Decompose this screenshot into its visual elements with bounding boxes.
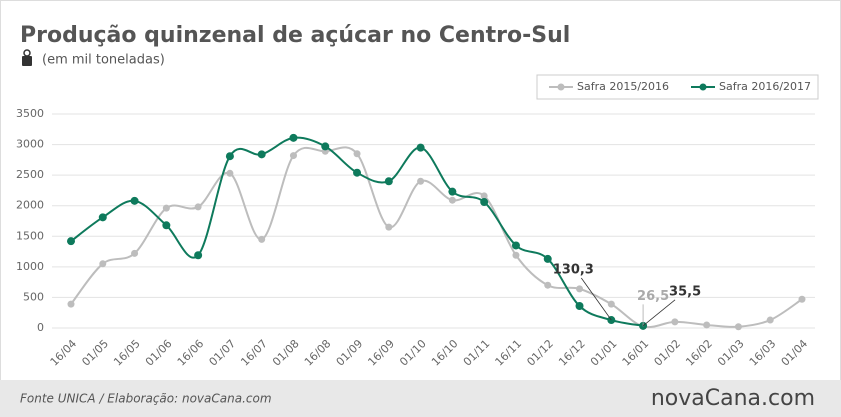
point <box>162 204 170 212</box>
legend-marker <box>699 83 707 91</box>
legend-label: Safra 2016/2017 <box>719 80 811 93</box>
y-tick-label: 3000 <box>16 138 44 151</box>
point <box>67 237 75 246</box>
point <box>544 281 552 289</box>
point <box>384 177 393 186</box>
point <box>194 203 202 211</box>
point <box>225 152 234 161</box>
point <box>766 316 774 324</box>
point <box>289 152 297 160</box>
point <box>67 300 75 308</box>
point <box>576 285 584 293</box>
point <box>448 196 456 204</box>
point <box>671 318 679 326</box>
logo: novaCana.com <box>651 386 815 411</box>
legend-label: Safra 2015/2016 <box>577 80 669 93</box>
leader-line <box>642 299 676 327</box>
point <box>385 223 393 231</box>
y-tick-label: 3500 <box>16 107 44 120</box>
point <box>194 251 203 260</box>
y-tick-label: 1500 <box>16 229 44 242</box>
point <box>416 143 425 152</box>
footer-band <box>0 380 841 417</box>
legend <box>536 74 819 100</box>
point <box>480 198 489 207</box>
point <box>448 187 457 196</box>
point <box>130 196 139 205</box>
point <box>575 301 584 310</box>
point <box>798 295 806 303</box>
point <box>543 254 552 263</box>
point <box>98 213 107 222</box>
point <box>258 235 266 243</box>
y-tick-label: 2500 <box>16 168 44 181</box>
point <box>480 192 488 200</box>
y-tick-label: 500 <box>23 290 44 303</box>
point <box>321 142 330 151</box>
point <box>162 221 171 230</box>
value-label: 130,3 <box>553 263 594 278</box>
point <box>226 169 234 177</box>
point <box>99 260 107 268</box>
point <box>131 249 139 257</box>
y-tick-label: 0 <box>37 321 44 334</box>
point <box>257 150 266 159</box>
point <box>703 321 711 329</box>
point <box>353 150 361 158</box>
value-label: 26,5 <box>637 289 669 304</box>
point <box>512 251 520 259</box>
y-tick-label: 2000 <box>16 199 44 212</box>
chart-subtitle: (em mil toneladas) <box>42 53 165 68</box>
y-tick-label: 1000 <box>16 260 44 273</box>
value-label: 35,5 <box>669 284 701 299</box>
point <box>607 300 615 308</box>
legend-marker <box>557 83 565 91</box>
point <box>289 133 298 142</box>
point <box>734 323 742 331</box>
leader-line <box>580 277 612 321</box>
weight-icon <box>22 49 32 66</box>
point <box>417 177 425 185</box>
point <box>353 168 362 177</box>
point <box>511 241 520 250</box>
source: Fonte UNICA / Elaboração: novaCana.com <box>20 392 272 406</box>
chart-title: Produção quinzenal de açúcar no Centro-S… <box>20 23 570 48</box>
